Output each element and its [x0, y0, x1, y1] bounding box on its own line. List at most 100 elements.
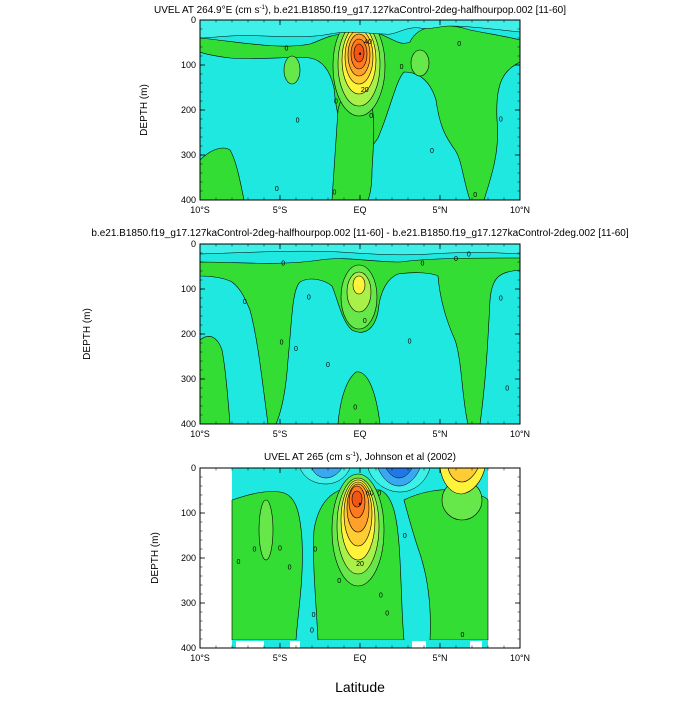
panel-3-contour-label: 0 [252, 547, 256, 554]
panel-3-contour-label: 0 [403, 533, 407, 540]
panel-3-missing-2 [290, 641, 300, 648]
panel-2-south-tongue [200, 336, 231, 424]
panel-3-xtick-label: 10°S [190, 653, 210, 663]
panel-3-field [231, 468, 489, 648]
panel-1-xtick-label: 5°S [273, 205, 288, 215]
panel-2-contour-label: 0 [326, 362, 330, 369]
panel-1-contour-label: 0 [499, 117, 503, 124]
panel-2-ytick-label: 0 [191, 239, 196, 249]
panel-3-missing-4 [470, 641, 482, 648]
panel-2-contour-label: 0 [467, 251, 471, 258]
panel-1-lime-patch-south [283, 55, 301, 85]
panel-2-central-lower-stem [337, 371, 381, 424]
panel-2-contour-label: 0 [499, 296, 503, 303]
panel-1-field [200, 20, 520, 200]
panel-3-missing-3 [412, 641, 426, 648]
panel-3-ytick-label: 200 [181, 553, 196, 563]
panel-1-contour-label: 0 [400, 64, 404, 71]
panel-2-ytick-label: 200 [181, 329, 196, 339]
panel-1-contour-label: 40 [364, 39, 372, 46]
panel-2-contour-label: 0 [281, 260, 285, 267]
panel-2-ylabel: DEPTH (m) [82, 308, 93, 360]
panel-2-contour-label: 0 [280, 340, 284, 347]
panel-1-contour-labels: 0 0 0 0 0 0 0 0 0 0 0 20 40 [275, 39, 503, 199]
panel-2-field [200, 244, 520, 424]
panel-3-ytick-label: 400 [181, 643, 196, 653]
panel-1-contour-label: 0 [457, 41, 461, 48]
panel-1: UVEL AT 264.9°E (cm s-1), b.e21.B1850.f1… [139, 5, 566, 215]
panel-3-contour-label: 0 [313, 547, 317, 554]
panel-1-contour-label: 0 [296, 117, 300, 124]
figure-xlabel: Latitude [335, 679, 385, 695]
panel-3: UVEL AT 265 (cm s-1), Johnson et al (200… [150, 452, 530, 663]
panel-2-contour-label: 0 [243, 299, 247, 306]
panel-1-contour-label: 20 [361, 87, 369, 94]
panel-3-title: UVEL AT 265 (cm s-1), Johnson et al (200… [264, 452, 456, 463]
panel-3-xtick-label: 5°N [432, 653, 447, 663]
panel-3-green-south [231, 491, 303, 641]
panel-2-xtick-label: 5°N [432, 429, 447, 439]
panel-1-core-l7 [353, 43, 365, 63]
panel-1-core-max-marker [358, 52, 362, 55]
panel-3-north-surface-patch-inner [447, 468, 479, 483]
panel-3-core-max-marker [358, 502, 362, 506]
panel-2-contour-label: 0 [454, 256, 458, 263]
panel-1-contour-label: 0 [332, 189, 336, 196]
panel-3-contour-label: 20 [356, 561, 364, 568]
panel-2-contour-label: 0 [363, 318, 367, 325]
panel-3-contour-label: 0 [278, 546, 282, 553]
panel-2-contour-labels: 0 0 0 0 0 0 0 0 0 0 0 0 0 0 [243, 251, 509, 411]
panel-3-xtick-label: 10°N [510, 653, 530, 663]
panel-1-south-deep-green [200, 147, 245, 200]
panel-1-ytick-label: 300 [181, 150, 196, 160]
panel-3-contour-label: 0 [288, 565, 292, 572]
panel-3-surface-blue-light-s [311, 468, 343, 479]
panel-2-ytick-label: 100 [181, 284, 196, 294]
panel-3-ylabel: DEPTH (m) [150, 532, 161, 584]
panel-3-lime-south [258, 499, 274, 561]
panel-2-xtick-label: 10°N [510, 429, 530, 439]
panel-2-contour-label: 0 [408, 338, 412, 345]
panel-3-xtick-label: EQ [353, 653, 366, 663]
panel-2-contour-label: 0 [353, 404, 357, 411]
panel-1-title: UVEL AT 264.9°E (cm s-1), b.e21.B1850.f1… [154, 5, 566, 16]
panel-1-lime-patch-north [410, 49, 430, 77]
panel-2-contour-label: 0 [505, 386, 509, 393]
panel-2-xtick-label: 5°S [273, 429, 288, 439]
panel-1-ytick-label: 200 [181, 105, 196, 115]
panel-2-contour-label: 0 [307, 295, 311, 302]
panel-1-contour-label: 0 [334, 99, 338, 106]
panel-3-ytick-label: 300 [181, 598, 196, 608]
panel-3-surface-blue-n [385, 468, 413, 479]
panel-3-contour-labels: 0 0 0 0 0 0 0 0 0 0 0 0 0 20 60 [236, 491, 464, 639]
panel-3-contour-label: 0 [312, 612, 316, 619]
panel-2-ytick-label: 400 [181, 419, 196, 429]
panel-3-ytick-label: 100 [181, 508, 196, 518]
panel-2-surface-green-band [200, 257, 520, 424]
panel-2-xtick-label: 10°S [190, 429, 210, 439]
panel-1-xtick-label: 10°N [510, 205, 530, 215]
panel-3-contour-label: 0 [337, 578, 341, 585]
panel-1-xtick-label: 5°N [432, 205, 447, 215]
panel-2-axes: 10°S 5°S EQ 5°N 10°N 0 100 200 300 400 [181, 239, 530, 439]
panel-3-xtick-label: 5°S [273, 653, 288, 663]
panel-1-ytick-label: 400 [181, 195, 196, 205]
panel-1-contour-label: 0 [275, 186, 279, 193]
panel-2-contour-label: 0 [420, 260, 424, 267]
panel-1-contour-label: 0 [430, 148, 434, 155]
panel-1-xtick-label: EQ [353, 205, 366, 215]
panel-3-contour-label: 0 [385, 610, 389, 617]
panel-1-xtick-label: 10°S [190, 205, 210, 215]
panel-2-core-l3 [352, 275, 366, 295]
panel-2: b.e21.B1850.f19_g17.127kaControl-2deg-ha… [82, 228, 629, 439]
panel-2-title: b.e21.B1850.f19_g17.127kaControl-2deg-ha… [91, 228, 628, 239]
panel-3-ytick-label: 0 [191, 463, 196, 473]
panel-3-contour-label: 0 [377, 491, 381, 498]
panel-2-contour-label: 0 [294, 346, 298, 353]
panel-3-contour-label: 60 [366, 491, 374, 498]
panel-3-contour-label: 0 [310, 628, 314, 635]
panel-1-ylabel: DEPTH (m) [139, 84, 150, 136]
